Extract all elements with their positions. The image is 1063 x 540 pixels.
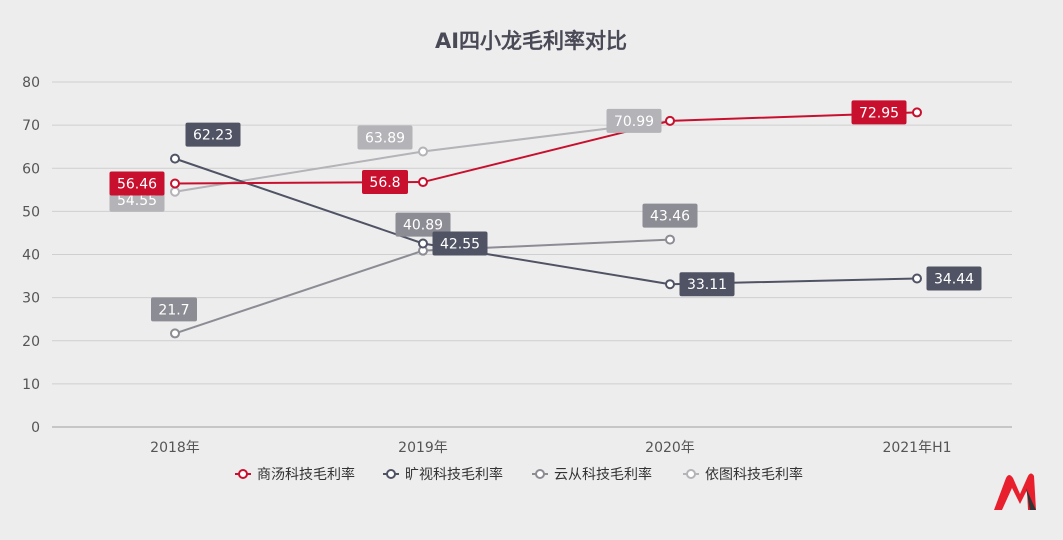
data-label-bg [357,125,413,150]
data-point [170,178,180,189]
data-label-text: 70.99 [614,114,654,130]
data-label: 56.46 [109,171,165,196]
legend-marker [238,469,248,479]
x-tick-label: 2021年H1 [882,440,951,456]
grid-lines [52,81,1012,428]
legend-item: 依图科技毛利率 [683,466,803,483]
data-point [170,186,180,197]
data-label-text: 63.89 [365,130,405,146]
legend-label: 商汤科技毛利率 [257,466,355,483]
legend-marker [535,469,545,479]
data-label: 34.44 [926,266,982,291]
data-label-bg [151,297,197,322]
legend-item: 旷视科技毛利率 [383,466,503,483]
data-label-text: 43.46 [650,209,690,225]
data-label-text: 34.44 [934,271,974,287]
chart-title: AI四小龙毛利率对比 [435,29,627,53]
legend-marker [386,469,396,479]
y-tick-label: 80 [22,75,40,91]
data-point [665,234,675,245]
data-label-text: 56.46 [117,177,157,193]
data-label-bg [926,266,982,291]
series-line-0 [174,111,918,185]
data-label-bg [851,100,907,125]
y-axis: 0 10 20 30 40 50 60 70 80 [22,75,40,436]
data-label-text: 72.95 [859,105,899,121]
legend-label: 云从科技毛利率 [554,466,652,483]
y-tick-label: 30 [22,291,40,307]
y-tick-label: 10 [22,377,40,393]
data-label-bg [432,231,488,256]
data-label: 42.55 [432,231,488,256]
x-axis: 2018年 2019年 2020年 2021年H1 [150,440,951,456]
data-label: 43.46 [642,203,698,228]
legend: 商汤科技毛利率 旷视科技毛利率 云从科技毛利率 依图科技毛利率 [235,466,803,483]
data-label-text: 54.55 [117,193,157,209]
data-label: 33.11 [679,272,735,297]
data-label-text: 56.8 [369,175,400,191]
y-tick-label: 50 [22,204,40,220]
data-label: 72.95 [851,100,907,125]
legend-item: 云从科技毛利率 [532,466,652,483]
data-point [665,279,675,290]
data-point [912,107,922,118]
y-tick-label: 20 [22,334,40,350]
data-labels: 21.7 40.89 43.46 54.55 63.89 70.99 62.23 42.55 3… [109,100,982,322]
data-point [170,153,180,164]
data-label-bg [679,272,735,297]
y-tick-label: 0 [31,420,40,436]
data-label: 56.8 [362,170,408,195]
data-point [170,328,180,339]
data-label-bg [642,203,698,228]
legend-label: 旷视科技毛利率 [405,466,503,483]
data-label: 62.23 [185,122,241,147]
data-point [418,238,428,249]
data-label-bg [185,122,241,147]
data-point [912,273,922,284]
brand-m-logo-icon [994,473,1036,510]
data-label-text: 33.11 [687,277,727,293]
x-tick-label: 2018年 [150,440,200,456]
y-tick-label: 70 [22,118,40,134]
data-label: 63.89 [357,125,413,150]
data-label-text: 21.7 [158,302,189,318]
data-label-text: 40.89 [403,218,443,234]
data-point [418,146,428,157]
data-label: 21.7 [151,297,197,322]
series-line-1 [174,157,918,286]
y-tick-label: 40 [22,248,40,264]
x-tick-label: 2019年 [398,440,448,456]
data-label-text: 42.55 [440,237,480,253]
data-label-text: 62.23 [193,128,233,144]
data-point [418,177,428,188]
data-label: 40.89 [395,212,451,237]
legend-item: 商汤科技毛利率 [235,466,355,483]
data-point [665,115,675,126]
data-label-bg [362,170,408,195]
data-label-bg [606,108,662,133]
data-label-bg [109,171,165,196]
data-label-bg [395,212,451,237]
legend-marker [686,469,696,479]
series-group [170,107,922,339]
x-tick-label: 2020年 [645,440,695,456]
data-label: 70.99 [606,108,662,133]
legend-label: 依图科技毛利率 [705,466,803,483]
y-tick-label: 60 [22,161,40,177]
